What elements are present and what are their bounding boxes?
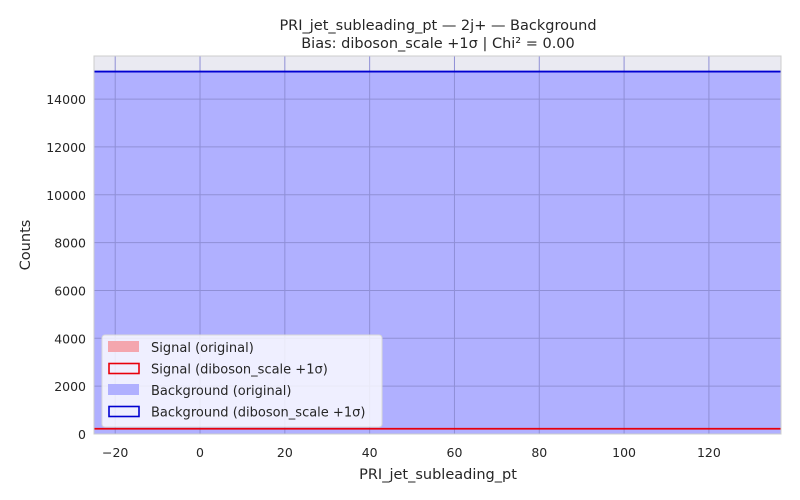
legend-swatch [108, 341, 139, 352]
legend-label: Background (original) [151, 384, 291, 399]
x-tick-label: 60 [447, 445, 463, 460]
legend-swatch [108, 405, 140, 418]
y-tick-label: 14000 [46, 92, 86, 107]
y-tick-label: 8000 [54, 236, 86, 251]
legend-box [101, 334, 383, 428]
legend-swatch [108, 384, 139, 395]
y-tick-label: 2000 [54, 379, 86, 394]
chart-subtitle: Bias: diboson_scale +1σ | Chi² = 0.00 [301, 36, 575, 52]
y-tick-label: 12000 [46, 140, 86, 155]
chart-title: PRI_jet_subleading_pt — 2j+ — Background [279, 18, 596, 34]
x-tick-label: −20 [102, 445, 128, 460]
legend-label: Background (diboson_scale +1σ) [151, 406, 365, 421]
x-tick-label: 120 [697, 445, 721, 460]
x-tick-label: 0 [196, 445, 204, 460]
x-tick-label: 40 [362, 445, 378, 460]
legend-swatch [108, 362, 140, 375]
y-tick-label: 10000 [46, 188, 86, 203]
y-tick-label: 6000 [54, 283, 86, 298]
plot-area: −20 0 20 40 60 80 100 120 0 2000 4000 6000 8000 10000… [46, 55, 782, 460]
x-axis-label: PRI_jet_subleading_pt [359, 467, 517, 483]
x-tick-label: 100 [612, 445, 636, 460]
y-tick-label: 0 [78, 427, 86, 442]
plot-frame [93, 55, 782, 435]
legend: Signal (original) Signal (diboson_scale +… [101, 334, 383, 428]
y-axis-label: Counts [18, 220, 34, 271]
legend-label: Signal (diboson_scale +1σ) [151, 363, 328, 378]
y-tick-label: 4000 [54, 331, 86, 346]
x-tick-label: 20 [277, 445, 293, 460]
legend-label: Signal (original) [151, 341, 254, 356]
x-tick-label: 80 [531, 445, 547, 460]
